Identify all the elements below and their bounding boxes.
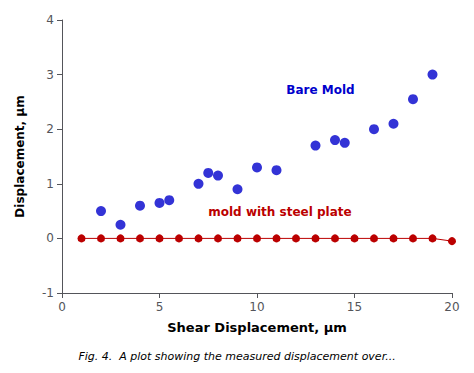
svg-text:5: 5 bbox=[156, 300, 164, 314]
svg-text:Shear Displacement, μm: Shear Displacement, μm bbox=[167, 320, 347, 335]
svg-text:-1: -1 bbox=[42, 286, 54, 300]
svg-text:0: 0 bbox=[46, 231, 54, 245]
svg-text:mold with steel plate: mold with steel plate bbox=[208, 205, 351, 219]
svg-text:Fig. 4. A plot showing the me: Fig. 4. A plot showing the measured disp… bbox=[78, 350, 395, 363]
svg-text:1: 1 bbox=[46, 177, 54, 191]
svg-text:Displacement, μm: Displacement, μm bbox=[13, 95, 27, 217]
svg-text:Bare Mold: Bare Mold bbox=[286, 83, 354, 97]
svg-text:2: 2 bbox=[46, 122, 54, 136]
svg-text:20: 20 bbox=[444, 300, 459, 314]
svg-text:10: 10 bbox=[249, 300, 264, 314]
svg-text:3: 3 bbox=[46, 68, 54, 82]
svg-text:0: 0 bbox=[58, 300, 66, 314]
svg-text:15: 15 bbox=[347, 300, 362, 314]
svg-text:4: 4 bbox=[46, 13, 54, 27]
